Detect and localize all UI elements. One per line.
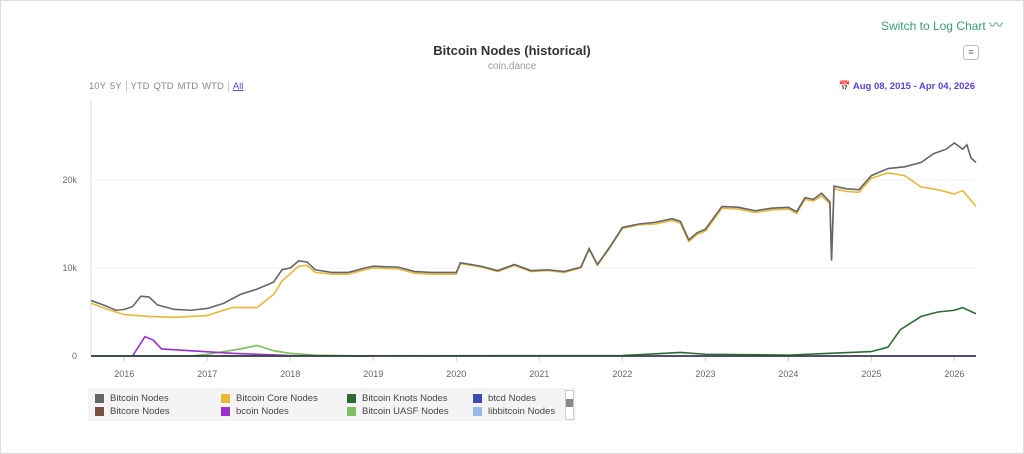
date-range-label: Aug 08, 2015 - Apr 04, 2026: [852, 81, 975, 92]
log-toggle-label: Switch to Log Chart: [880, 19, 986, 33]
range-mtd[interactable]: MTD: [177, 81, 199, 92]
x-tick-label: 2019: [363, 369, 383, 379]
legend-label: Bitcoin Nodes: [110, 393, 169, 404]
chart-subtitle: coin.dance: [487, 61, 537, 72]
x-tick-label: 2022: [612, 369, 632, 379]
x-tick-label: 2018: [280, 369, 300, 379]
x-tick-label: 2023: [695, 369, 715, 379]
range-selector: 10Y 5Y YTD QTD MTD WTD All: [89, 81, 247, 92]
y-tick-label: 0: [72, 351, 77, 361]
x-tick-label: 2016: [114, 369, 134, 379]
legend-swatch: [95, 394, 104, 403]
hamburger-menu-icon[interactable]: ≡: [963, 45, 979, 60]
legend-item[interactable]: libbitcoin Nodes: [473, 406, 555, 417]
legend-item[interactable]: Bitcore Nodes: [95, 406, 170, 417]
x-tick-label: 2026: [944, 369, 964, 379]
legend-item[interactable]: btcd Nodes: [473, 393, 536, 404]
range-all[interactable]: All: [227, 81, 244, 92]
x-tick-label: 2024: [778, 369, 798, 379]
y-tick-label: 20k: [62, 175, 77, 185]
legend-swatch: [221, 407, 230, 416]
legend-label: btcd Nodes: [488, 393, 537, 404]
legend-label: Bitcoin Knots Nodes: [362, 393, 448, 404]
y-tick-label: 10k: [62, 263, 77, 273]
legend-swatch: [473, 394, 482, 403]
legend-swatch: [95, 407, 104, 416]
range-5y[interactable]: 5Y: [109, 81, 122, 92]
legend-item[interactable]: Bitcoin Core Nodes: [221, 393, 318, 404]
legend-label: Bitcore Nodes: [110, 406, 170, 417]
trend-line-icon: 〰: [989, 17, 1003, 33]
x-tick-label: 2017: [197, 369, 217, 379]
calendar-icon: 📅: [838, 81, 851, 92]
legend-label: libbitcoin Nodes: [488, 406, 556, 417]
series-line-bitcoin-knots-nodes: [90, 306, 977, 357]
series-line-bitcoin-nodes: [90, 142, 977, 312]
legend-swatch: [347, 394, 356, 403]
date-range-picker[interactable]: 📅 Aug 08, 2015 - Apr 04, 2026: [839, 81, 975, 92]
legend: Bitcoin Nodes Bitcoin Core Nodes Bitcoin K…: [88, 388, 576, 421]
legend-swatch: [347, 407, 356, 416]
legend-item[interactable]: bcoin Nodes: [221, 406, 289, 417]
legend-label: Bitcoin Core Nodes: [236, 393, 318, 404]
chart-title: Bitcoin Nodes (historical): [433, 43, 591, 58]
legend-item[interactable]: Bitcoin Nodes: [95, 393, 169, 404]
x-tick-label: 2020: [446, 369, 466, 379]
range-ytd[interactable]: YTD: [125, 81, 150, 92]
series-line-bitcoin-core-nodes: [90, 172, 977, 319]
range-wtd[interactable]: WTD: [202, 81, 224, 92]
legend-scrollbar[interactable]: [565, 390, 574, 420]
x-tick-label: 2025: [861, 369, 881, 379]
legend-item[interactable]: Bitcoin UASF Nodes: [347, 406, 449, 417]
legend-label: Bitcoin UASF Nodes: [362, 406, 449, 417]
series-line-bitcoin-uasf-nodes: [190, 344, 374, 357]
log-chart-toggle[interactable]: Switch to Log Chart 〰: [881, 15, 1003, 35]
legend-swatch: [473, 407, 482, 416]
legend-swatch: [221, 394, 230, 403]
x-tick-label: 2021: [529, 369, 549, 379]
legend-label: bcoin Nodes: [236, 406, 289, 417]
range-10y[interactable]: 10Y: [89, 81, 106, 92]
legend-item[interactable]: Bitcoin Knots Nodes: [347, 393, 448, 404]
range-qtd[interactable]: QTD: [153, 81, 174, 92]
